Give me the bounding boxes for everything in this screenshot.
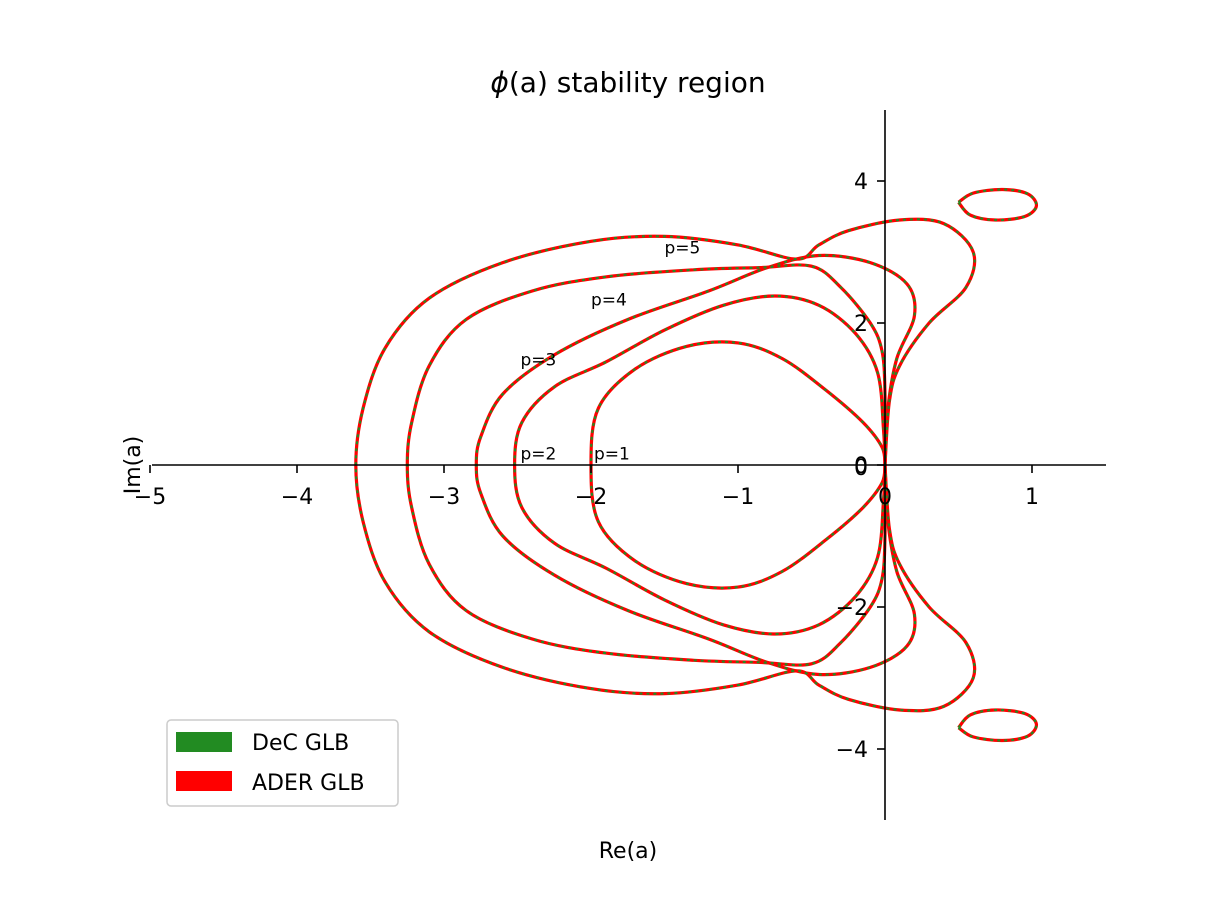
y-tick-label: 4: [854, 170, 868, 195]
ader-glb-curve-p-5-island-upper: [957, 187, 1039, 222]
legend: DeC GLB ADER GLB: [166, 719, 399, 807]
legend-swatch-dec-glb: [176, 732, 232, 752]
y-tick-label: 0: [854, 454, 868, 479]
y-tick-label: 0: [854, 456, 868, 481]
x-tick-label: −4: [281, 485, 313, 510]
contour-label-p5: p=5: [665, 238, 701, 258]
x-tick-label: −5: [134, 485, 166, 510]
x-tick-label: −1: [722, 485, 754, 510]
x-axis-label: Re(a): [599, 839, 657, 864]
x-tick-label: 1: [1025, 485, 1039, 510]
x-tick-label: 0: [878, 485, 892, 510]
legend-label-dec-glb: DeC GLB: [252, 731, 349, 756]
x-tick-label: −2: [575, 485, 607, 510]
contour-label-p3: p=3: [520, 351, 556, 371]
legend-swatch-ader-glb: [176, 771, 232, 791]
chart-title: ϕ(a) stability region: [490, 66, 765, 99]
x-tick-label: −3: [428, 485, 460, 510]
y-tick-label: −4: [836, 738, 868, 763]
y-axis-label: Im(a): [121, 436, 146, 495]
contour-label-p1: p=1: [594, 444, 630, 464]
contour-label-p4: p=4: [591, 290, 627, 310]
legend-label-ader-glb: ADER GLB: [252, 771, 365, 796]
y-tick-label: −2: [836, 596, 868, 621]
ader-glb-curve-p-5-island-lower: [957, 708, 1039, 743]
contour-labels: p=1 p=2 p=3 p=4 p=5: [520, 238, 700, 464]
contour-label-p2: p=2: [520, 444, 556, 464]
y-tick-label: 2: [854, 312, 868, 337]
